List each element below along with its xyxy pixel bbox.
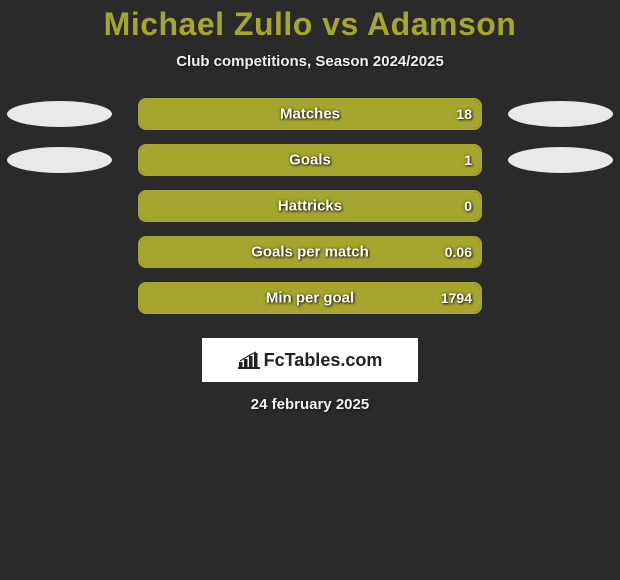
stat-bar: Goals 1: [138, 144, 482, 176]
stat-row: Matches 18: [1, 98, 619, 130]
page-title: Michael Zullo vs Adamson: [104, 6, 517, 43]
player-right-badge: [508, 147, 613, 173]
stat-row: Min per goal 1794: [1, 282, 619, 314]
stat-value-right: 1: [464, 152, 472, 168]
stat-row: Goals per match 0.06: [1, 236, 619, 268]
stat-row: Goals 1: [1, 144, 619, 176]
subtitle: Club competitions, Season 2024/2025: [176, 53, 444, 70]
stat-label: Matches: [280, 106, 340, 123]
stat-bar: Matches 18: [138, 98, 482, 130]
stat-bar: Min per goal 1794: [138, 282, 482, 314]
stat-label: Min per goal: [266, 290, 354, 307]
stat-value-right: 0.06: [445, 244, 472, 260]
player-left-badge: [7, 101, 112, 127]
stat-value-right: 18: [456, 106, 472, 122]
logo-text: FcTables.com: [264, 350, 383, 371]
stat-bar: Goals per match 0.06: [138, 236, 482, 268]
stat-value-right: 1794: [441, 290, 472, 306]
player-left-badge: [7, 147, 112, 173]
stats-list: Matches 18 Goals 1 Hattricks 0 Goals per match…: [1, 98, 619, 328]
bar-chart-icon: [238, 351, 260, 369]
stat-bar: Hattricks 0: [138, 190, 482, 222]
comparison-card: Michael Zullo vs Adamson Club competitio…: [0, 0, 620, 413]
stat-label: Goals: [289, 152, 331, 169]
stat-row: Hattricks 0: [1, 190, 619, 222]
stat-label: Hattricks: [278, 198, 342, 215]
snapshot-date: 24 february 2025: [251, 396, 369, 413]
fctables-logo[interactable]: FcTables.com: [202, 338, 418, 382]
stat-value-right: 0: [464, 198, 472, 214]
player-right-badge: [508, 101, 613, 127]
stat-label: Goals per match: [251, 244, 369, 261]
